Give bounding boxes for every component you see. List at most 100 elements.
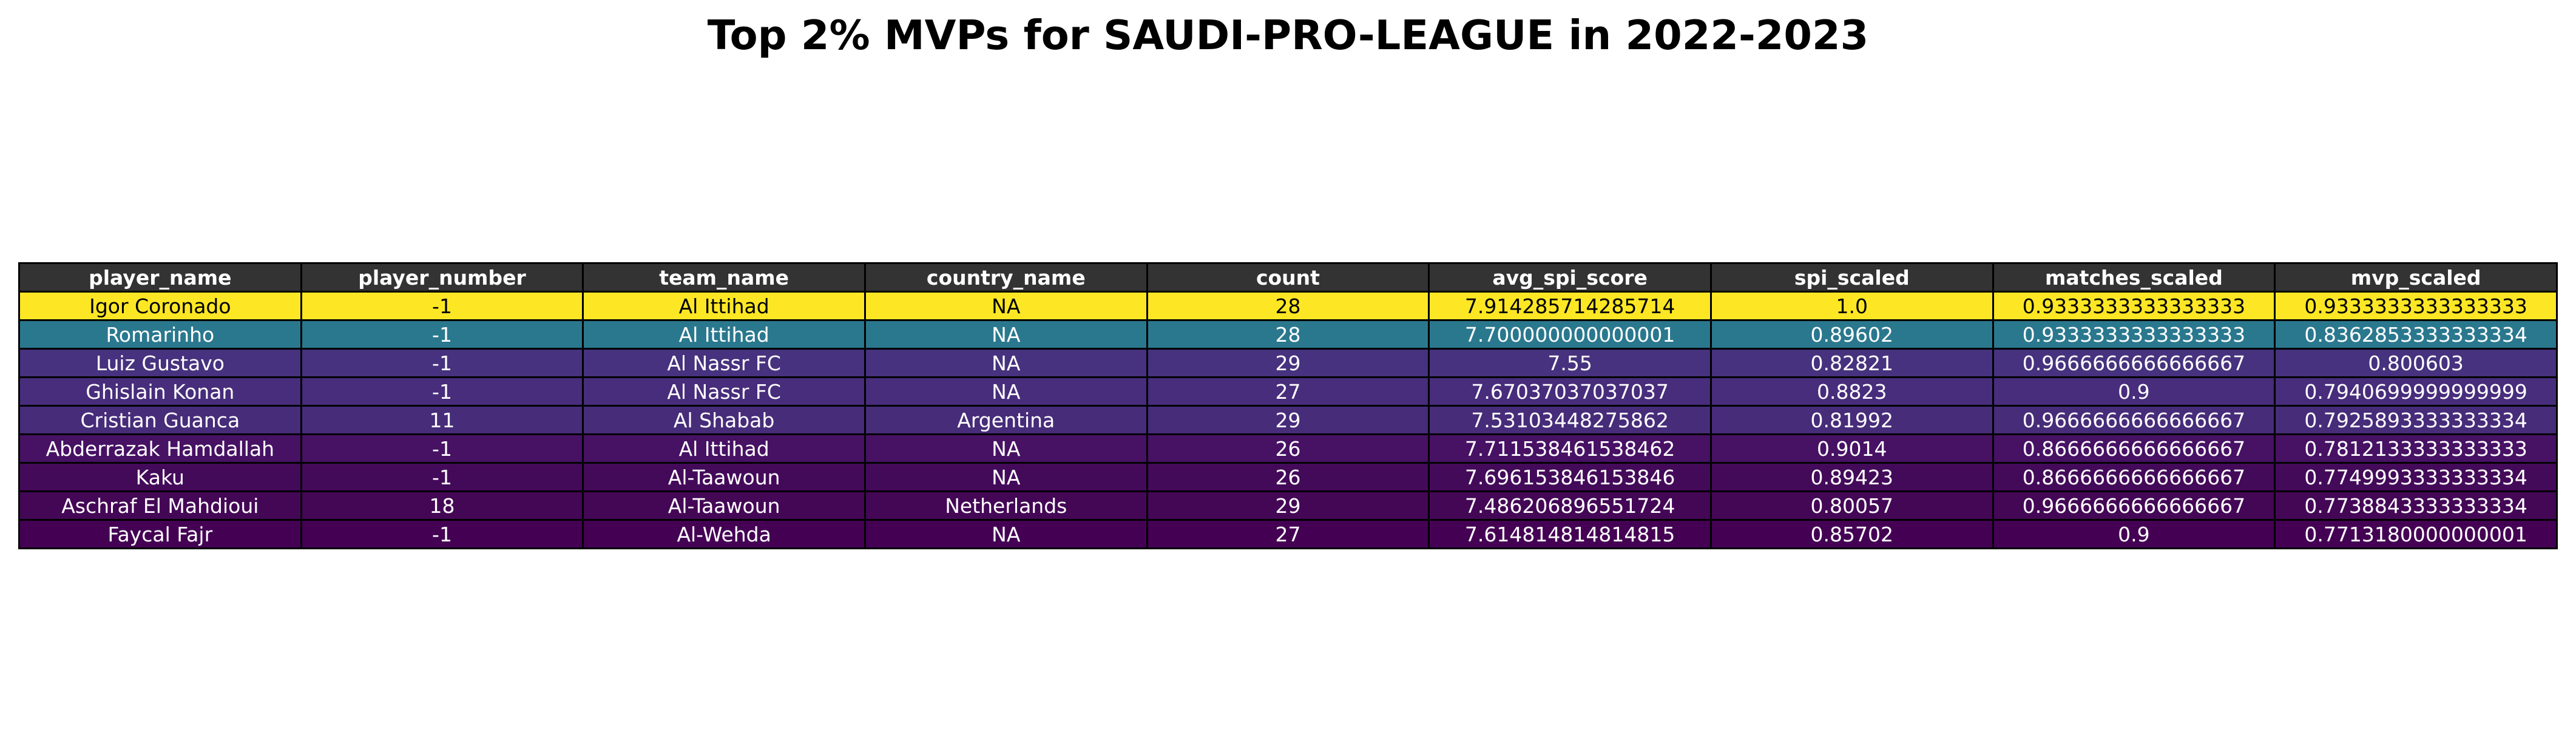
- table-cell-count: 28: [1146, 319, 1430, 350]
- table-cell-player-name: Cristian Guanca: [18, 405, 302, 435]
- table-cell-team-name: Al-Wehda: [582, 519, 866, 549]
- table-cell-team-name: Al Ittihad: [582, 319, 866, 350]
- table-cell-count: 27: [1146, 519, 1430, 549]
- column-header: mvp_scaled: [2274, 262, 2558, 293]
- table-cell-spi-scaled: 1.0: [1709, 291, 1994, 321]
- table-cell-avg-spi-score: 7.696153846153846: [1428, 462, 1712, 492]
- table-cell-player-number: -1: [300, 376, 584, 407]
- table-cell-country-name: NA: [864, 291, 1148, 321]
- table-cell-country-name: NA: [864, 319, 1148, 350]
- table-cell-count: 29: [1146, 348, 1430, 378]
- table-cell-avg-spi-score: 7.486206896551724: [1428, 490, 1712, 521]
- table-cell-player-name: Kaku: [18, 462, 302, 492]
- table-cell-count: 27: [1146, 376, 1430, 407]
- table-row: Kaku -1 Al-Taawoun NA 26 7.696153846153846 0.8…: [18, 462, 2558, 492]
- table-cell-player-name: Aschraf El Mahdioui: [18, 490, 302, 521]
- table-cell-team-name: Al Ittihad: [582, 291, 866, 321]
- table-row: Luiz Gustavo -1 Al Nassr FC NA 29 7.55 0.82821…: [18, 348, 2558, 378]
- table-row: Ghislain Konan -1 Al Nassr FC NA 27 7.6703703…: [18, 376, 2558, 407]
- table-cell-player-name: Faycal Fajr: [18, 519, 302, 549]
- table-cell-country-name: Netherlands: [864, 490, 1148, 521]
- column-header: player_name: [18, 262, 302, 293]
- table-cell-avg-spi-score: 7.914285714285714: [1428, 291, 1712, 321]
- column-header: team_name: [582, 262, 866, 293]
- table-cell-spi-scaled: 0.8823: [1709, 376, 1994, 407]
- table-cell-team-name: Al Nassr FC: [582, 376, 866, 407]
- table-cell-matches-scaled: 0.8666666666666667: [1992, 462, 2276, 492]
- column-header: matches_scaled: [1992, 262, 2276, 293]
- table-cell-count: 28: [1146, 291, 1430, 321]
- table-cell-mvp-scaled: 0.7812133333333333: [2274, 433, 2558, 464]
- table-cell-player-number: -1: [300, 462, 584, 492]
- table-row: Aschraf El Mahdioui 18 Al-Taawoun Netherlan…: [18, 490, 2558, 521]
- table-cell-matches-scaled: 0.9666666666666667: [1992, 490, 2276, 521]
- table-cell-matches-scaled: 0.9333333333333333: [1992, 319, 2276, 350]
- table-cell-spi-scaled: 0.81992: [1709, 405, 1994, 435]
- table-cell-spi-scaled: 0.9014: [1709, 433, 1994, 464]
- table-cell-avg-spi-score: 7.614814814814815: [1428, 519, 1712, 549]
- table-cell-player-number: -1: [300, 433, 584, 464]
- column-header: avg_spi_score: [1428, 262, 1712, 293]
- table-cell-avg-spi-score: 7.700000000000001: [1428, 319, 1712, 350]
- table-row: Faycal Fajr -1 Al-Wehda NA 27 7.6148148148148…: [18, 519, 2558, 549]
- table-cell-spi-scaled: 0.89602: [1709, 319, 1994, 350]
- column-header: player_number: [300, 262, 584, 293]
- column-header: count: [1146, 262, 1430, 293]
- table-cell-player-number: -1: [300, 319, 584, 350]
- table-cell-avg-spi-score: 7.53103448275862: [1428, 405, 1712, 435]
- table-cell-mvp-scaled: 0.7940699999999999: [2274, 376, 2558, 407]
- table-cell-matches-scaled: 0.9666666666666667: [1992, 348, 2276, 378]
- table-cell-mvp-scaled: 0.800603: [2274, 348, 2558, 378]
- table-row: Igor Coronado -1 Al Ittihad NA 28 7.914285714…: [18, 291, 2558, 321]
- table-cell-count: 29: [1146, 405, 1430, 435]
- table-row: Abderrazak Hamdallah -1 Al Ittihad NA 26 7.71…: [18, 433, 2558, 464]
- table-cell-matches-scaled: 0.9333333333333333: [1992, 291, 2276, 321]
- table-cell-matches-scaled: 0.9666666666666667: [1992, 405, 2276, 435]
- table-cell-count: 26: [1146, 433, 1430, 464]
- table-cell-avg-spi-score: 7.711538461538462: [1428, 433, 1712, 464]
- mvp-table: player_name player_number team_name coun…: [18, 262, 2558, 549]
- table-cell-spi-scaled: 0.85702: [1709, 519, 1994, 549]
- table-cell-country-name: NA: [864, 348, 1148, 378]
- table-cell-spi-scaled: 0.80057: [1709, 490, 1994, 521]
- table-cell-team-name: Al Ittihad: [582, 433, 866, 464]
- table-cell-matches-scaled: 0.8666666666666667: [1992, 433, 2276, 464]
- table-cell-player-number: 11: [300, 405, 584, 435]
- table-cell-country-name: NA: [864, 462, 1148, 492]
- column-header: spi_scaled: [1709, 262, 1994, 293]
- table-cell-player-name: Abderrazak Hamdallah: [18, 433, 302, 464]
- table-cell-player-number: -1: [300, 519, 584, 549]
- table-cell-mvp-scaled: 0.7713180000000001: [2274, 519, 2558, 549]
- table-cell-country-name: NA: [864, 519, 1148, 549]
- table-cell-country-name: Argentina: [864, 405, 1148, 435]
- table-cell-mvp-scaled: 0.9333333333333333: [2274, 291, 2558, 321]
- column-header: country_name: [864, 262, 1148, 293]
- table-cell-team-name: Al Shabab: [582, 405, 866, 435]
- table-cell-player-number: 18: [300, 490, 584, 521]
- table-cell-player-number: -1: [300, 291, 584, 321]
- table-cell-count: 29: [1146, 490, 1430, 521]
- table-cell-mvp-scaled: 0.7925893333333334: [2274, 405, 2558, 435]
- table-cell-player-name: Ghislain Konan: [18, 376, 302, 407]
- table-cell-country-name: NA: [864, 433, 1148, 464]
- table-cell-team-name: Al-Taawoun: [582, 462, 866, 492]
- table-cell-avg-spi-score: 7.67037037037037: [1428, 376, 1712, 407]
- table-cell-matches-scaled: 0.9: [1992, 519, 2276, 549]
- table-row: Romarinho -1 Al Ittihad NA 28 7.7000000000000…: [18, 319, 2558, 350]
- table-cell-player-name: Romarinho: [18, 319, 302, 350]
- table-cell-player-number: -1: [300, 348, 584, 378]
- table-cell-country-name: NA: [864, 376, 1148, 407]
- table-cell-spi-scaled: 0.82821: [1709, 348, 1994, 378]
- table-cell-player-name: Igor Coronado: [18, 291, 302, 321]
- table-cell-team-name: Al Nassr FC: [582, 348, 866, 378]
- table-cell-avg-spi-score: 7.55: [1428, 348, 1712, 378]
- chart-title: Top 2% MVPs for SAUDI-PRO-LEAGUE in 2022…: [707, 12, 1869, 59]
- table-cell-matches-scaled: 0.9: [1992, 376, 2276, 407]
- table-body: Igor Coronado -1 Al Ittihad NA 28 7.914285714…: [18, 291, 2558, 549]
- table-cell-team-name: Al-Taawoun: [582, 490, 866, 521]
- table-cell-spi-scaled: 0.89423: [1709, 462, 1994, 492]
- table-cell-mvp-scaled: 0.7749993333333334: [2274, 462, 2558, 492]
- table-cell-count: 26: [1146, 462, 1430, 492]
- table-cell-mvp-scaled: 0.7738843333333334: [2274, 490, 2558, 521]
- table-row: Cristian Guanca 11 Al Shabab Argentina 29 7.5…: [18, 405, 2558, 435]
